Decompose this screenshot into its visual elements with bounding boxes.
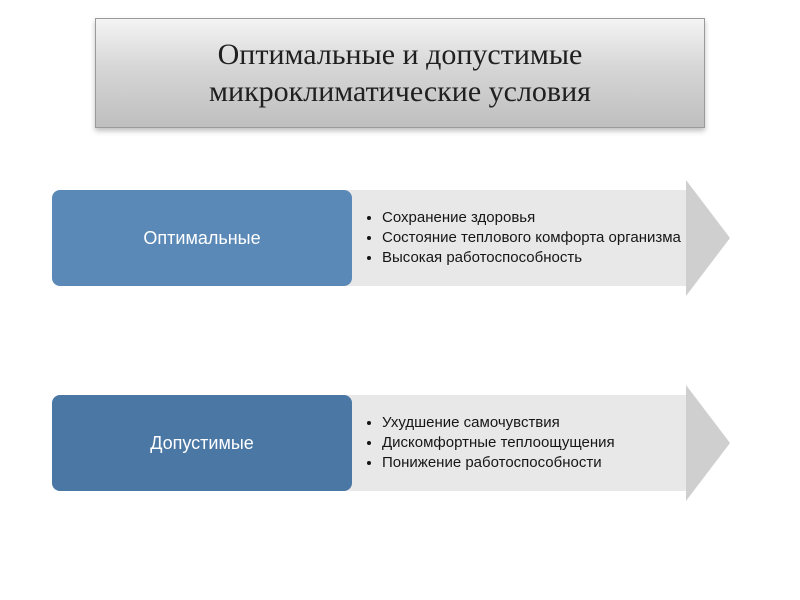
arrow-body: Ухудшение самочувствия Дискомфортные теп… — [346, 395, 686, 491]
category-label: Оптимальные — [143, 228, 260, 249]
arrow-head-icon — [686, 180, 730, 296]
arrow-optimal: Сохранение здоровья Состояние теплового … — [346, 190, 730, 286]
bullet-list-optimal: Сохранение здоровья Состояние теплового … — [364, 208, 681, 269]
page-title: Оптимальные и допустимые микроклиматичес… — [96, 36, 704, 111]
list-item: Ухудшение самочувствия — [382, 413, 615, 433]
list-item: Дискомфортные теплоощущения — [382, 433, 615, 453]
category-box-acceptable: Допустимые — [52, 395, 352, 491]
category-row-acceptable: Допустимые Ухудшение самочувствия Диском… — [52, 395, 730, 491]
list-item: Понижение работоспособности — [382, 453, 615, 473]
category-label: Допустимые — [150, 433, 254, 454]
category-row-optimal: Оптимальные Сохранение здоровья Состояни… — [52, 190, 730, 286]
arrow-body: Сохранение здоровья Состояние теплового … — [346, 190, 686, 286]
bullet-list-acceptable: Ухудшение самочувствия Дискомфортные теп… — [364, 413, 615, 474]
arrow-head-icon — [686, 385, 730, 501]
list-item: Высокая работоспособность — [382, 248, 681, 268]
title-panel: Оптимальные и допустимые микроклиматичес… — [95, 18, 705, 128]
list-item: Сохранение здоровья — [382, 208, 681, 228]
arrow-acceptable: Ухудшение самочувствия Дискомфортные теп… — [346, 395, 730, 491]
category-box-optimal: Оптимальные — [52, 190, 352, 286]
list-item: Состояние теплового комфорта организма — [382, 228, 681, 248]
